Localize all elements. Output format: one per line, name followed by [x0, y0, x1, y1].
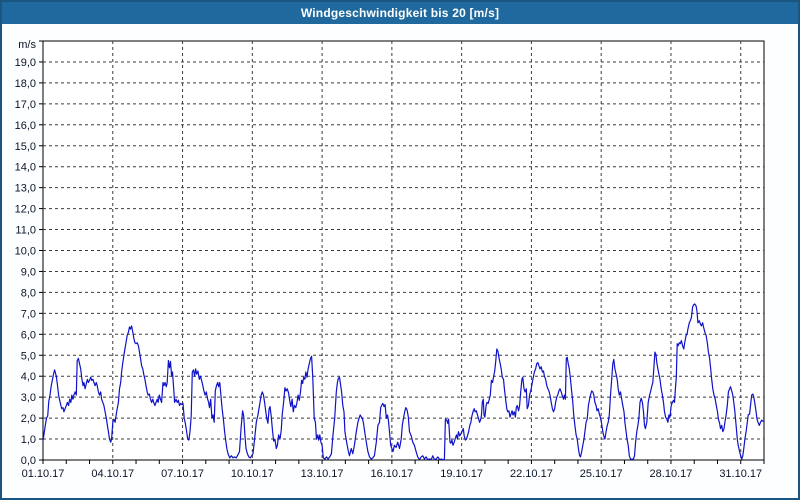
svg-text:16,0: 16,0 — [15, 120, 36, 132]
chart-title-bar: Windgeschwindigkeit bis 20 [m/s] — [2, 2, 798, 24]
svg-text:7,0: 7,0 — [21, 308, 36, 320]
svg-text:10.10.17: 10.10.17 — [231, 468, 274, 480]
svg-text:19.10.17: 19.10.17 — [440, 468, 483, 480]
y-axis-ticks — [39, 40, 43, 461]
svg-text:10,0: 10,0 — [15, 246, 36, 258]
svg-text:17,0: 17,0 — [15, 99, 36, 111]
svg-text:12,0: 12,0 — [15, 204, 36, 216]
y-axis-tick-labels: 0,0 1,0 2,0 3,0 4,0 5,0 6,0 7,0 8,0 9,0 10,0 11,0 12… — [15, 57, 36, 467]
svg-text:13.10.17: 13.10.17 — [301, 468, 344, 480]
svg-text:01.10.17: 01.10.17 — [22, 468, 65, 480]
svg-text:16.10.17: 16.10.17 — [370, 468, 413, 480]
wind-speed-line — [42, 303, 764, 461]
svg-text:22.10.17: 22.10.17 — [510, 468, 553, 480]
svg-text:0,0: 0,0 — [21, 455, 36, 467]
svg-text:14,0: 14,0 — [15, 162, 36, 174]
svg-text:3,0: 3,0 — [21, 392, 36, 404]
wind-speed-chart: 0,0 1,0 2,0 3,0 4,0 5,0 6,0 7,0 8,0 9,0 10,0 11,0 12… — [15, 39, 765, 480]
svg-text:07.10.17: 07.10.17 — [161, 468, 204, 480]
svg-text:19,0: 19,0 — [15, 57, 36, 69]
x-axis-tick-labels: 01.10.17 04.10.17 07.10.17 10.10.17 13.10.17… — [22, 468, 763, 480]
svg-text:15,0: 15,0 — [15, 141, 36, 153]
svg-text:8,0: 8,0 — [21, 287, 36, 299]
horizontal-gridlines — [43, 61, 764, 440]
svg-text:11,0: 11,0 — [15, 225, 36, 237]
svg-text:2,0: 2,0 — [21, 413, 36, 425]
chart-title: Windgeschwindigkeit bis 20 [m/s] — [300, 6, 500, 20]
y-axis-unit-label: m/s — [18, 39, 36, 51]
svg-text:9,0: 9,0 — [21, 266, 36, 278]
svg-text:31.10.17: 31.10.17 — [719, 468, 762, 480]
svg-text:6,0: 6,0 — [21, 329, 36, 341]
svg-text:1,0: 1,0 — [21, 434, 36, 446]
svg-text:04.10.17: 04.10.17 — [91, 468, 134, 480]
svg-text:4,0: 4,0 — [21, 371, 36, 383]
svg-text:28.10.17: 28.10.17 — [650, 468, 693, 480]
svg-text:5,0: 5,0 — [21, 350, 36, 362]
svg-text:13,0: 13,0 — [15, 183, 36, 195]
svg-text:25.10.17: 25.10.17 — [580, 468, 623, 480]
x-axis-ticks — [42, 460, 765, 464]
svg-text:18,0: 18,0 — [15, 78, 36, 90]
